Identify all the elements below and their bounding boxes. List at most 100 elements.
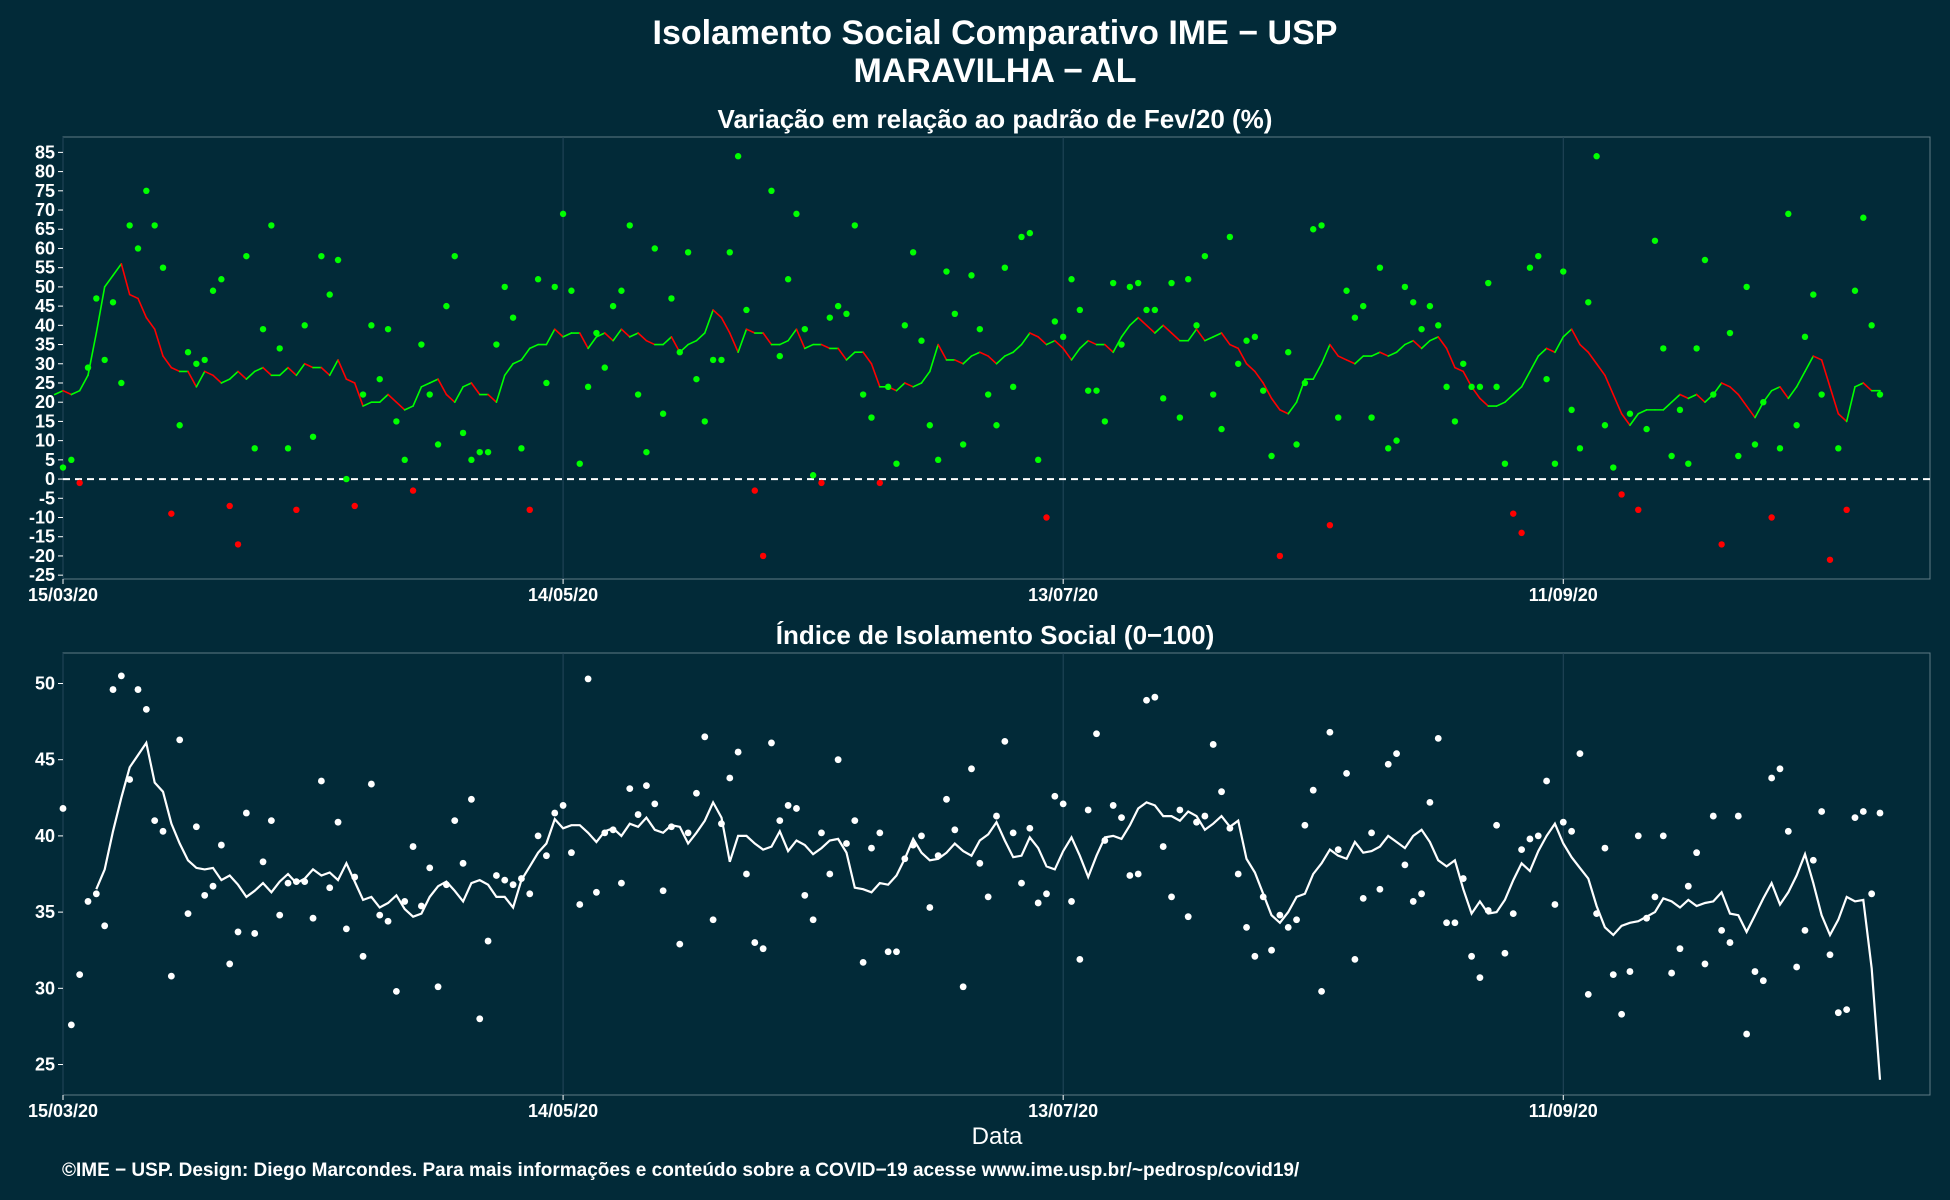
data-point — [751, 939, 759, 946]
data-point — [1376, 885, 1384, 893]
data-point — [1351, 955, 1359, 963]
data-point — [1610, 464, 1617, 471]
data-point — [1418, 890, 1425, 898]
trend-line-segment — [837, 347, 848, 361]
trend-line-segment — [1070, 347, 1081, 361]
trend-line-segment — [778, 339, 789, 346]
data-point — [359, 391, 367, 398]
trend-line-segment — [153, 328, 164, 357]
trend-line-segment — [1229, 343, 1240, 350]
data-point — [1118, 341, 1125, 348]
trend-line-segment — [1370, 351, 1381, 357]
trend-line-segment — [929, 343, 939, 373]
data-point — [1634, 832, 1642, 840]
trend-line-segment — [495, 374, 506, 404]
trend-line-segment — [937, 343, 948, 361]
trend-line-segment — [1345, 359, 1356, 365]
data-point — [576, 901, 584, 908]
data-point — [1693, 345, 1700, 352]
data-point — [309, 914, 317, 922]
data-point — [1551, 460, 1559, 467]
data-point — [1393, 750, 1400, 757]
trend-line-segment — [512, 359, 523, 365]
data-point — [1143, 306, 1150, 314]
data-point — [1334, 846, 1342, 854]
data-point — [142, 705, 150, 713]
trend-line-segment — [1537, 347, 1548, 357]
data-point — [1043, 890, 1050, 898]
trend-line-segment — [578, 332, 589, 350]
trend-line-segment — [128, 293, 139, 300]
y-tick-label: 55 — [35, 258, 55, 278]
trend-line-segment — [1379, 351, 1390, 357]
trend-line-segment — [1037, 336, 1048, 346]
panel-2-title: Índice de Isolamento Social (0−100) — [776, 620, 1215, 650]
trend-line-segment — [437, 378, 448, 396]
data-point — [943, 795, 950, 803]
data-point — [918, 832, 925, 840]
data-point — [1409, 898, 1417, 905]
trend-line-segment — [78, 374, 89, 392]
data-point — [1059, 800, 1067, 808]
data-point — [484, 448, 492, 456]
data-point — [1318, 222, 1325, 229]
data-point — [668, 295, 675, 302]
data-point — [609, 302, 617, 310]
data-point — [1309, 786, 1317, 794]
trend-line-segment — [1837, 412, 1848, 423]
data-point — [1018, 879, 1025, 887]
data-point — [868, 844, 875, 852]
data-point — [443, 881, 450, 889]
x-tick-label: 11/09/20 — [1529, 585, 1598, 605]
data-point — [1568, 827, 1576, 835]
data-point — [1485, 279, 1492, 287]
data-point — [518, 875, 525, 882]
data-point — [1843, 506, 1850, 514]
y-tick-label: 20 — [35, 392, 55, 412]
data-point — [1660, 345, 1667, 352]
data-point — [401, 456, 408, 464]
data-point — [559, 210, 567, 218]
data-point — [351, 873, 359, 881]
data-point — [1859, 808, 1867, 815]
data-point — [1068, 898, 1075, 905]
data-point — [159, 827, 167, 835]
data-point — [1451, 418, 1459, 425]
data-point — [1410, 299, 1417, 306]
trend-line-segment — [987, 355, 998, 365]
data-point — [1601, 844, 1609, 852]
data-point — [326, 884, 334, 892]
data-point — [167, 972, 175, 980]
data-point — [301, 878, 309, 886]
trend-line-segment — [1695, 393, 1706, 404]
trend-line-segment — [237, 370, 248, 380]
data-point — [968, 272, 975, 279]
y-tick-label: 75 — [35, 181, 55, 201]
data-point — [659, 410, 667, 417]
data-point — [1659, 832, 1667, 840]
data-point — [709, 356, 717, 364]
data-point — [659, 887, 667, 895]
data-point — [126, 222, 133, 229]
trend-line-segment — [1829, 386, 1840, 415]
data-point — [668, 823, 675, 831]
y-tick-label: 45 — [35, 750, 55, 770]
data-point — [809, 472, 817, 479]
data-point — [1193, 322, 1200, 329]
data-point — [93, 295, 100, 302]
data-point — [1543, 375, 1550, 383]
data-point — [959, 441, 967, 448]
data-point — [1193, 818, 1200, 826]
trend-line-segment — [362, 401, 373, 407]
data-point — [68, 456, 75, 464]
data-point — [826, 314, 834, 321]
data-point — [1134, 870, 1142, 878]
data-point — [843, 840, 850, 847]
data-point — [926, 904, 934, 911]
data-point — [834, 302, 842, 310]
data-point — [693, 375, 700, 383]
data-point — [1284, 923, 1292, 931]
data-point — [1093, 387, 1100, 394]
data-point — [1084, 806, 1092, 814]
data-point — [1301, 821, 1309, 829]
